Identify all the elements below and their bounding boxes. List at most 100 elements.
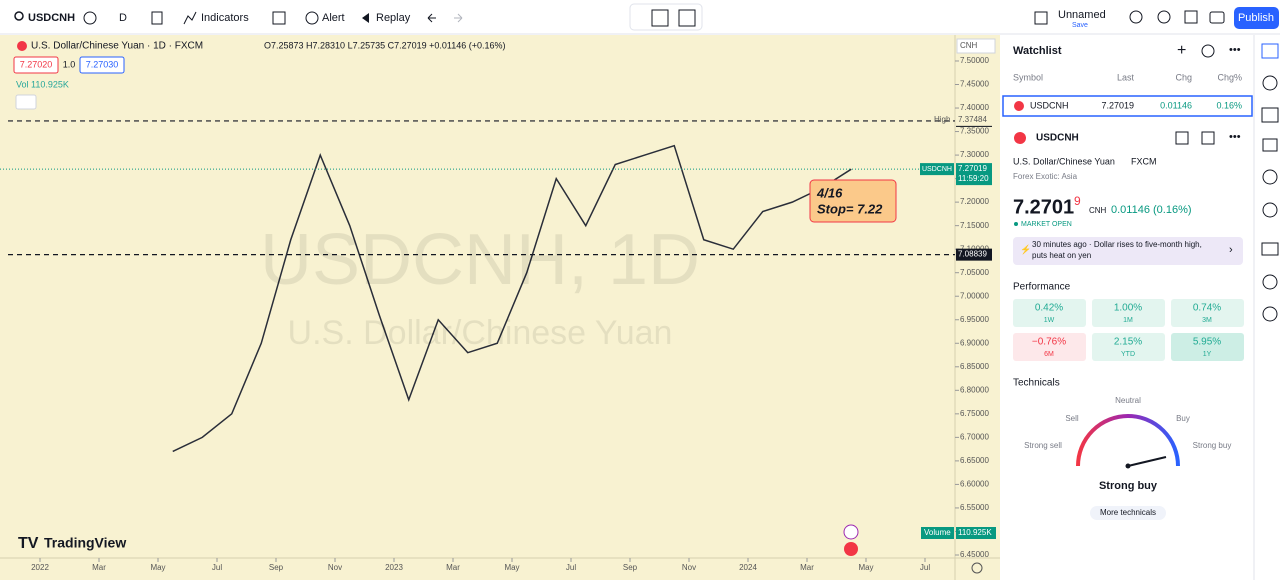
y-tick-label: 7.40000 [960,103,989,112]
detail-pipette: 9 [1074,194,1081,208]
save-label[interactable]: Save [1072,22,1088,29]
performance-cell [1013,299,1086,327]
ideas-icon[interactable] [1262,169,1278,185]
performance-value: −0.76% [1032,337,1066,348]
notifications-icon[interactable] [1262,306,1278,322]
symbol-flag [17,41,27,51]
settings[interactable] [1157,10,1171,24]
performance-cell [1171,299,1244,327]
chart-type-button[interactable] [151,11,163,25]
alert-button[interactable]: Alert [322,12,345,24]
status-dot [1014,222,1018,226]
chart: 6.450006.500006.550006.600006.650006.700… [0,56,996,572]
annotation-box[interactable] [809,179,897,223]
sell-box[interactable] [13,56,59,74]
x-tick-label: May [150,563,165,572]
templates-button[interactable] [272,11,286,25]
undo-button[interactable] [427,13,436,23]
redo-button[interactable] [454,13,463,23]
performance-grid: 0.42% 1W 1.00% 1M 0.74% 3M −0.76% 6M 2.15% YTD 5.9… [1013,299,1244,361]
column-header[interactable]: Symbol [1013,72,1043,82]
gauge-label: Buy [1176,414,1190,423]
x-tick-label: 2022 [31,563,49,572]
detail-flag [1014,132,1026,144]
gauge-arc [1076,414,1180,467]
last-price: 7.27019 [958,164,987,173]
row-chg: 0.01146 [1160,100,1192,110]
y-tick-label: 7.05000 [960,268,989,277]
detail-currency: CNH [1089,206,1107,215]
row-flag [1014,101,1024,111]
chat-icon[interactable] [1261,242,1279,256]
watchlist-title[interactable]: Watchlist [1013,45,1062,57]
gauge-label: Strong buy [1193,441,1232,450]
row-last: 7.27019 [1101,100,1134,110]
layers-icon[interactable] [1262,138,1278,152]
news-box[interactable] [1013,237,1243,265]
event-flag[interactable] [844,542,858,556]
currency-box[interactable] [956,38,996,54]
publish-button[interactable] [1234,7,1279,29]
column-header[interactable]: Last [1117,72,1135,82]
gauge-needle [1127,456,1167,467]
watchlist-icon[interactable] [1261,43,1279,59]
event-icon[interactable] [843,524,859,540]
symbol-search[interactable]: USDCNH [28,12,75,24]
performance-period: 1M [1123,317,1133,324]
quick-search[interactable] [1129,10,1143,24]
last-symbol-box [920,163,954,176]
compare-button[interactable] [83,11,97,25]
watchlist-row[interactable] [1002,95,1253,117]
replay-button[interactable]: Replay [376,12,411,24]
more-technicals-button[interactable] [1090,506,1166,520]
y-tick-label: 6.85000 [960,362,989,371]
interval[interactable]: D [119,12,127,24]
detail-symbol[interactable]: USDCNH [1036,133,1079,144]
snapshot[interactable] [1209,11,1225,24]
volume-value: 110.925K [958,528,992,537]
volume-caption-box [921,527,954,539]
technical-rating: Strong buy [1099,480,1158,492]
y-tick-label: 6.65000 [960,456,989,465]
search-icon[interactable] [14,11,24,21]
logo-mark: TV [18,535,39,552]
high-caption: High [934,115,950,124]
y-tick-label: 6.60000 [960,480,989,489]
alerts-icon[interactable] [1262,75,1278,91]
indicators-button[interactable]: Indicators [201,12,249,24]
y-tick-label: 6.80000 [960,385,989,394]
pattern-tool[interactable] [678,9,696,27]
last-symbol: USDCNH [922,166,952,173]
x-tick-label: Nov [682,563,696,572]
add-symbol[interactable]: + [1177,42,1186,59]
detail-name: U.S. Dollar/Chinese Yuan [1013,156,1115,166]
performance-period: 1W [1044,317,1055,324]
icon-bar [1261,43,1279,322]
buy-box[interactable] [79,56,125,74]
watchlist-icon-btn[interactable] [1201,44,1215,58]
hints-icon[interactable] [1262,202,1278,218]
performance-period: 6M [1044,351,1054,358]
x-tick-label: 2023 [385,563,403,572]
news-icon[interactable] [1261,107,1279,123]
column-header[interactable]: Chg% [1217,72,1242,82]
more-button[interactable]: ••• [1229,44,1241,56]
fullscreen[interactable] [1184,10,1198,24]
layout-checkbox[interactable] [1034,11,1048,25]
detail-icon[interactable] [1175,131,1189,145]
news-icon: ⚡ [1020,243,1031,255]
column-header[interactable]: Chg [1175,72,1192,82]
grid-tool[interactable] [651,9,669,27]
logo: TradingView [44,535,126,551]
detail-icon[interactable] [1201,131,1215,145]
detail-source: FXCM [1131,156,1157,166]
detail-more[interactable]: ••• [1229,131,1241,143]
performance-cell [1013,333,1086,361]
layout-name[interactable]: Unnamed [1058,9,1106,21]
collapse-legend[interactable] [15,94,37,110]
axis-settings[interactable] [971,562,983,574]
streams-icon[interactable] [1262,274,1278,290]
y-tick-label: 7.30000 [960,150,989,159]
high-box [956,113,992,126]
y-tick-label: 6.55000 [960,503,989,512]
